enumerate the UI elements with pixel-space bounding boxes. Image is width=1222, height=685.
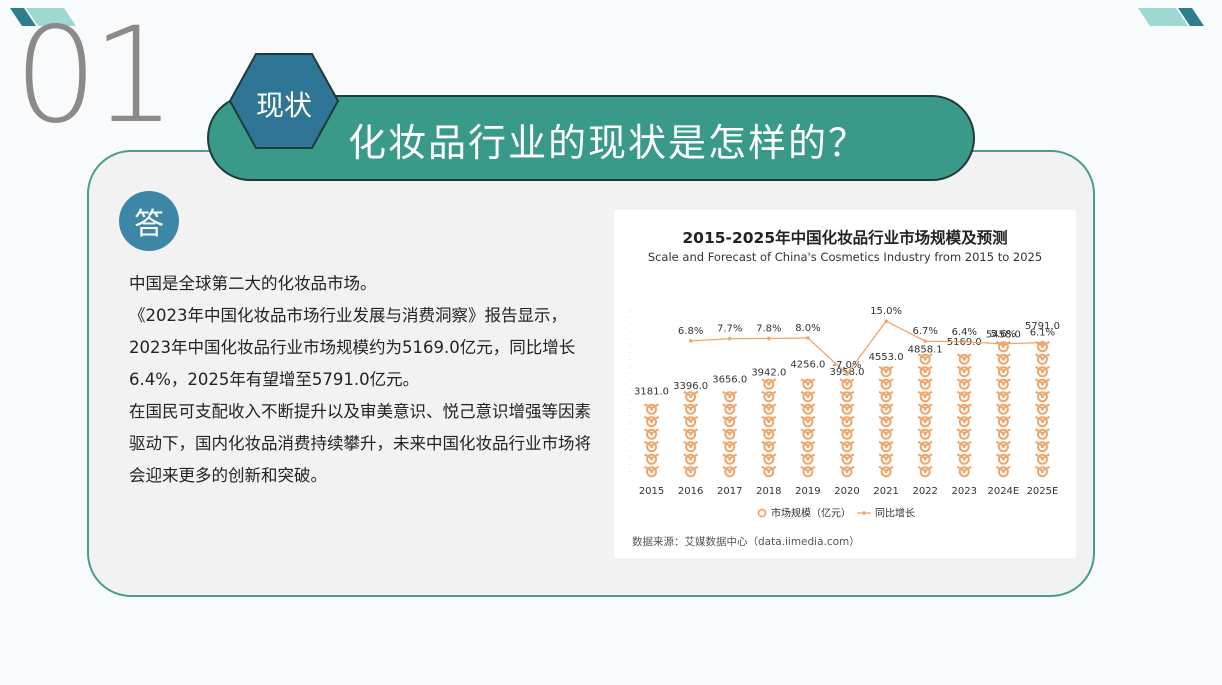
growth-point: [1001, 341, 1006, 346]
bar-value-label: 3942.0: [751, 367, 786, 378]
bar-2019: [800, 378, 816, 478]
growth-value-label: 6.7%: [912, 326, 937, 337]
bar-value-label: 5458.0: [986, 330, 1021, 341]
bar-2024E: [995, 340, 1011, 478]
x-tick-label: 2025E: [1027, 486, 1059, 497]
badge-label: 现状: [255, 89, 312, 122]
growth-value-label: 7.7%: [717, 324, 742, 335]
x-tick-label: 2021: [873, 486, 898, 497]
chart-subtitle: Scale and Forecast of China's Cosmetics …: [647, 250, 1043, 264]
bar-2021: [878, 365, 894, 478]
legend-bar-swatch: [757, 508, 767, 518]
growth-value-label: -7.0%: [832, 360, 861, 371]
growth-point: [845, 372, 849, 376]
bar-value-label: 4553.0: [869, 352, 904, 363]
bar-2017: [722, 390, 738, 478]
x-tick-label: 2019: [795, 486, 820, 497]
growth-value-label: 15.0%: [870, 306, 902, 317]
bar-value-label: 3396.0: [673, 381, 708, 392]
bar-value-label: 3181.0: [634, 386, 669, 397]
bar-value-label: 3656.0: [712, 375, 747, 386]
bar-2018: [761, 378, 777, 478]
growth-point: [1040, 340, 1045, 345]
growth-point: [806, 336, 810, 340]
growth-point: [767, 336, 771, 341]
chart-source: 数据来源：艾媒数据中心（data.iimedia.com）: [632, 536, 860, 548]
growth-point: [962, 340, 967, 344]
page-title: 化妆品行业的现状是怎样的？: [348, 121, 869, 165]
growth-value-label: 8.0%: [795, 323, 820, 334]
x-tick-label: 2022: [912, 486, 937, 497]
bar-value-label: 4858.1: [908, 345, 943, 356]
answer-label: 答: [134, 207, 164, 242]
heading-banner: [207, 95, 975, 181]
x-tick-label: 2015: [639, 486, 664, 497]
hexagon-badge: [228, 53, 340, 149]
growth-value-label: 6.1%: [1030, 328, 1055, 339]
legend-bar-label: 市场规模（亿元）: [771, 507, 851, 520]
growth-value-label: 6.4%: [952, 327, 977, 338]
market-size-chart: 2015-2025年中国化妆品行业市场规模及预测 Scale and Forec…: [614, 210, 1076, 558]
bar-2025E: [1034, 340, 1050, 478]
growth-value-label: 6.8%: [678, 326, 703, 337]
bar-2016: [683, 390, 699, 478]
body-text: 中国是全球第二大的化妆品市场。 《2023年中国化妆品市场行业发展与消费洞察》报…: [129, 268, 599, 492]
legend-line-marker: [862, 511, 866, 515]
bar-value-label: 4256.0: [790, 360, 825, 371]
section-number: 01: [14, 0, 176, 153]
growth-point: [884, 319, 888, 323]
bar-2022: [917, 353, 933, 478]
growth-point: [727, 336, 732, 341]
x-tick-label: 2023: [952, 486, 977, 497]
x-tick-label: 2020: [834, 486, 859, 497]
growth-line: [690, 320, 1043, 375]
growth-value-label: 7.8%: [756, 323, 781, 334]
growth-value-label: 5.6%: [991, 329, 1016, 340]
x-tick-label: 2017: [717, 486, 742, 497]
bar-2020: [839, 378, 855, 478]
chart-plot: 3181.0 2015 3396.0 2016 3656.0 2017 3942.0 2018…: [629, 306, 1060, 520]
paragraph: 中国是全球第二大的化妆品市场。: [129, 274, 377, 293]
corner-stripes-decoration: [10, 8, 76, 26]
corner-stripes-decoration: [1138, 8, 1204, 26]
bar-value-label: 5791.0: [1025, 321, 1060, 332]
paragraph: 在国民可支配收入不断提升以及审美意识、悦己意识增强等因素驱动下，国内化妆品消费持…: [129, 402, 591, 485]
growth-point: [688, 339, 693, 343]
x-tick-label: 2018: [756, 486, 781, 497]
answer-badge: 答: [119, 191, 179, 251]
x-tick-label: 2016: [678, 486, 703, 497]
paragraph: 《2023年中国化妆品市场行业发展与消费洞察》报告显示，2023年中国化妆品行业…: [129, 306, 576, 389]
bar-2023: [956, 353, 972, 478]
x-tick-label: 2024E: [987, 486, 1019, 497]
bar-2015: [644, 403, 660, 478]
legend-line-label: 同比增长: [875, 507, 915, 520]
chart-title: 2015-2025年中国化妆品行业市场规模及预测: [682, 229, 1008, 247]
growth-point: [923, 339, 927, 343]
